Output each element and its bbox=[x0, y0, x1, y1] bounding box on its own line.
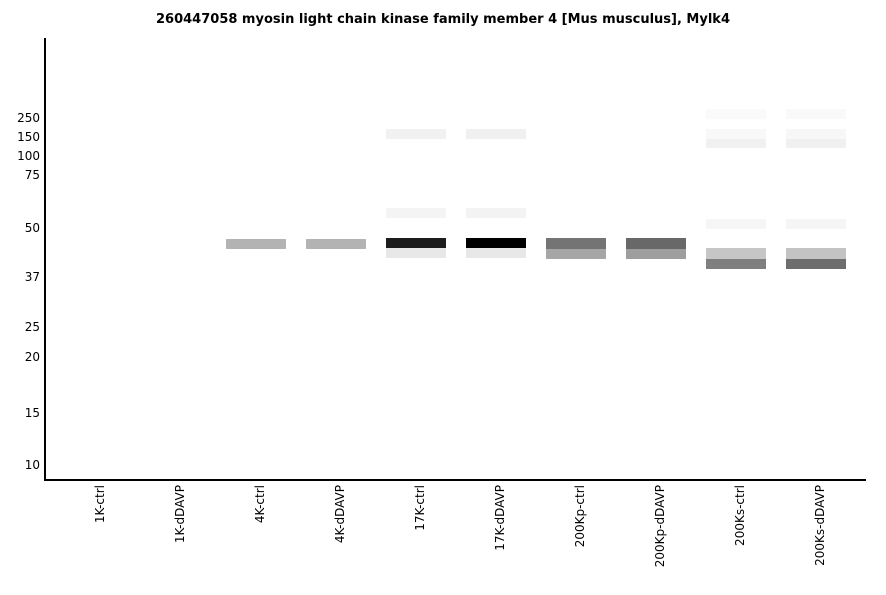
gel-band bbox=[386, 208, 446, 218]
gel-band bbox=[386, 238, 446, 248]
gel-band bbox=[386, 129, 446, 139]
gel-band bbox=[626, 249, 686, 259]
gel-band bbox=[306, 239, 366, 249]
x-axis-lane-label: 17K-ctrl bbox=[413, 485, 427, 531]
y-axis-tick-label: 37 bbox=[24, 270, 40, 284]
y-axis-tick-label: 250 bbox=[17, 111, 40, 125]
x-axis-lane-label: 200Kp-dDAVP bbox=[653, 485, 667, 568]
gel-band bbox=[466, 208, 526, 218]
gel-band bbox=[466, 129, 526, 139]
gel-band bbox=[706, 139, 766, 148]
x-axis-lane-label: 200Ks-ctrl bbox=[733, 485, 747, 546]
figure-title: 260447058 myosin light chain kinase fami… bbox=[156, 12, 730, 27]
gel-band bbox=[706, 109, 766, 119]
gel-band bbox=[466, 248, 526, 258]
y-axis-tick-label: 75 bbox=[24, 168, 40, 182]
y-axis-tick-label: 10 bbox=[24, 458, 40, 472]
gel-band bbox=[706, 129, 766, 139]
gel-band bbox=[706, 219, 766, 229]
y-axis-line bbox=[44, 38, 46, 481]
gel-band bbox=[706, 259, 766, 269]
gel-band bbox=[786, 109, 846, 119]
gel-band bbox=[466, 238, 526, 248]
x-axis-lane-label: 17K-dDAVP bbox=[493, 485, 507, 551]
gel-band bbox=[386, 248, 446, 258]
y-axis-tick-label: 15 bbox=[24, 406, 40, 420]
x-axis-lane-label: 4K-ctrl bbox=[253, 485, 267, 524]
gel-band bbox=[786, 248, 846, 259]
y-axis-tick-label: 20 bbox=[24, 350, 40, 364]
x-axis-lane-label: 200Kp-ctrl bbox=[573, 485, 587, 548]
x-axis-lane-label: 1K-dDAVP bbox=[173, 485, 187, 544]
y-axis-tick-label: 25 bbox=[24, 320, 40, 334]
gel-band bbox=[706, 248, 766, 259]
x-axis-line bbox=[44, 479, 866, 481]
gel-band bbox=[786, 219, 846, 229]
y-axis-tick-label: 100 bbox=[17, 149, 40, 163]
gel-band bbox=[626, 238, 686, 249]
gel-band bbox=[786, 259, 846, 269]
y-axis-tick-label: 150 bbox=[17, 130, 40, 144]
x-axis-lane-label: 200Ks-dDAVP bbox=[813, 485, 827, 566]
gel-band bbox=[786, 139, 846, 148]
gel-band bbox=[546, 238, 606, 249]
gel-band bbox=[786, 129, 846, 139]
gel-band bbox=[226, 239, 286, 249]
x-axis-lane-label: 1K-ctrl bbox=[93, 485, 107, 524]
y-axis-tick-label: 50 bbox=[24, 221, 40, 235]
x-axis-lane-label: 4K-dDAVP bbox=[333, 485, 347, 544]
gel-band bbox=[546, 249, 606, 259]
